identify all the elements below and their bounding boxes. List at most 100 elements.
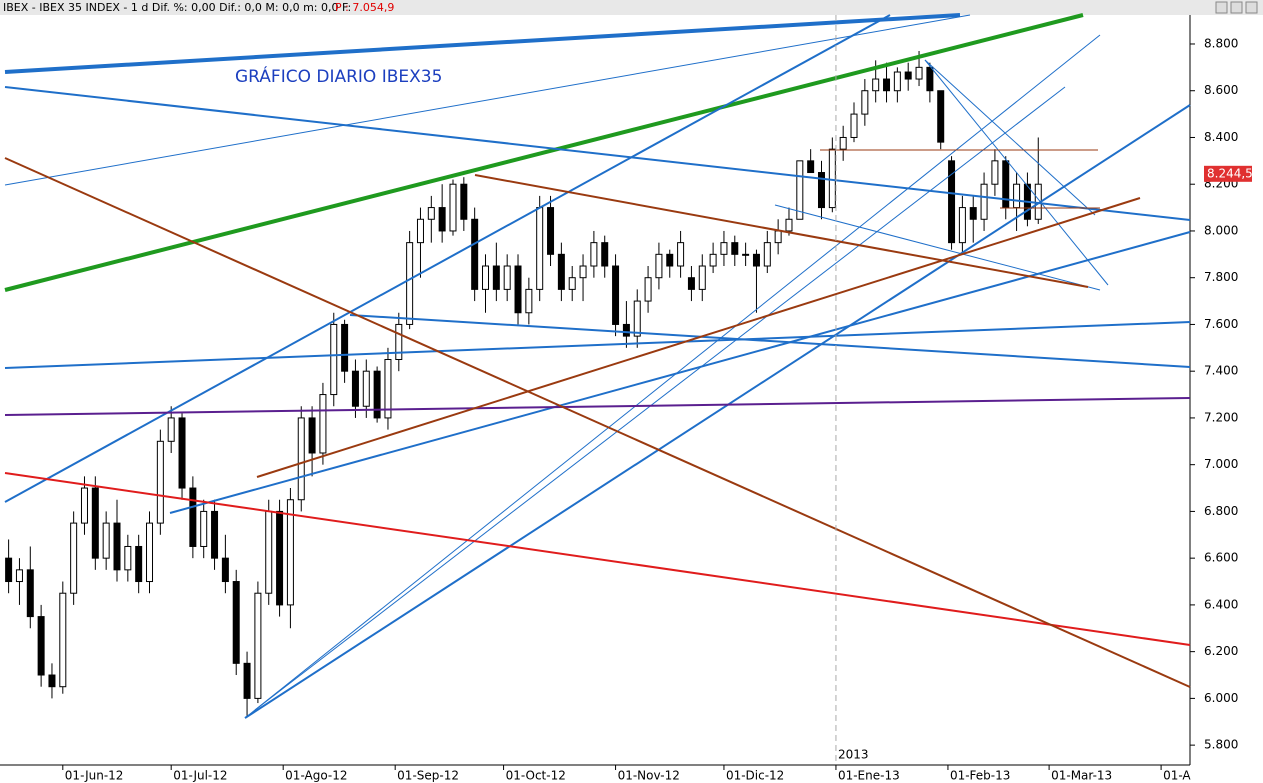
trend-line	[4, 157, 1191, 688]
candle-body	[48, 674, 56, 688]
candle-body	[221, 557, 229, 583]
y-tick-label: 8.600	[1204, 83, 1238, 97]
candle-body	[937, 90, 945, 143]
window-buttons[interactable]	[1215, 1, 1258, 14]
candle-body	[622, 323, 630, 337]
candle-body	[536, 207, 544, 290]
candle-body	[135, 545, 143, 583]
trend-line	[474, 174, 1089, 288]
trend-line	[774, 204, 1101, 291]
trend-line	[924, 59, 1096, 216]
y-tick-label: 6.400	[1204, 597, 1238, 611]
candle-body	[904, 71, 912, 80]
candle-body	[893, 71, 901, 92]
candle-body	[351, 370, 359, 407]
candle-body	[655, 253, 663, 279]
trend-line	[4, 397, 1191, 416]
candle-body	[980, 183, 988, 220]
candle-body	[438, 207, 446, 232]
candle-body	[514, 265, 522, 314]
candle-body	[297, 417, 305, 501]
candle-body	[969, 207, 977, 220]
candle-body	[720, 242, 728, 255]
candle-body	[861, 90, 869, 115]
y-tick-label: 7.600	[1204, 317, 1238, 331]
candle-body	[839, 136, 847, 150]
candle-body	[319, 394, 327, 454]
candle-body	[286, 499, 294, 606]
candle-body	[568, 277, 576, 290]
candle-body	[460, 183, 468, 220]
x-tick-label: 01-A	[1163, 769, 1191, 783]
x-tick-label: 01-Mar-13	[1051, 769, 1112, 783]
minimize-button[interactable]	[1215, 1, 1228, 14]
candle-body	[883, 78, 891, 92]
candle-body	[406, 242, 414, 325]
trend-lines	[4, 13, 1191, 719]
candle-body	[384, 358, 392, 419]
candle-body	[265, 510, 273, 594]
candle-body	[525, 288, 533, 314]
trend-line	[4, 321, 1191, 369]
close-button[interactable]	[1245, 1, 1258, 14]
last-price-label: 8.244,5	[1207, 166, 1253, 180]
y-tick-label: 7.400	[1204, 364, 1238, 378]
trend-line	[4, 86, 1191, 221]
candle-body	[742, 253, 750, 256]
x-tick-label: 01-Sep-12	[397, 769, 459, 783]
y-tick-label: 7.200	[1204, 410, 1238, 424]
candle-body	[763, 242, 771, 267]
candle-body	[926, 66, 934, 92]
trend-line	[254, 86, 1066, 711]
candle-body	[232, 581, 240, 664]
candle-body	[557, 253, 565, 290]
y-tick-label: 7.800	[1204, 270, 1238, 284]
y-tick-label: 6.000	[1204, 691, 1238, 705]
trend-line	[169, 231, 1191, 514]
candle-body	[178, 417, 186, 489]
candle-body	[644, 277, 652, 302]
candle-body	[503, 265, 511, 290]
candle-body	[482, 265, 490, 290]
trend-line	[244, 34, 1101, 719]
x-tick-label: 01-Ago-12	[285, 769, 347, 783]
candle-body	[590, 242, 598, 267]
candle-body	[817, 172, 825, 209]
candle-body	[915, 66, 923, 80]
candle-body	[26, 569, 34, 618]
y-tick-label: 5.800	[1204, 738, 1238, 752]
trend-line	[349, 314, 1191, 368]
trend-line	[924, 59, 1109, 286]
candle-body	[341, 323, 349, 372]
candle-body	[15, 569, 23, 583]
trend-line	[244, 104, 1191, 719]
candle-body	[677, 242, 685, 267]
x-tick-label: 01-Nov-12	[618, 769, 680, 783]
candle-body	[601, 242, 609, 267]
candle-body	[91, 487, 99, 559]
trend-line	[256, 197, 1141, 478]
y-tick-label: 6.600	[1204, 551, 1238, 565]
chart-title: GRÁFICO DIARIO IBEX35	[235, 65, 442, 87]
trend-line	[4, 14, 891, 503]
candle-body	[547, 207, 555, 255]
candle-body	[828, 148, 836, 209]
x-tick-label: 01-Oct-12	[506, 769, 566, 783]
maximize-button[interactable]	[1230, 1, 1243, 14]
candle-body	[1013, 183, 1021, 209]
candle-body	[492, 265, 500, 290]
candle-body	[124, 545, 132, 571]
candles	[5, 50, 1042, 718]
y-tick-label: 8.000	[1204, 223, 1238, 237]
y-tick-label: 8.400	[1204, 130, 1238, 144]
y-tick-label: 7.000	[1204, 457, 1238, 471]
candle-body	[373, 370, 381, 419]
candle-body	[687, 277, 695, 290]
y-tick-label: 6.800	[1204, 504, 1238, 518]
candle-body	[189, 487, 197, 547]
candle-body	[796, 160, 804, 220]
trend-line	[4, 13, 961, 74]
candle-body	[80, 487, 88, 524]
